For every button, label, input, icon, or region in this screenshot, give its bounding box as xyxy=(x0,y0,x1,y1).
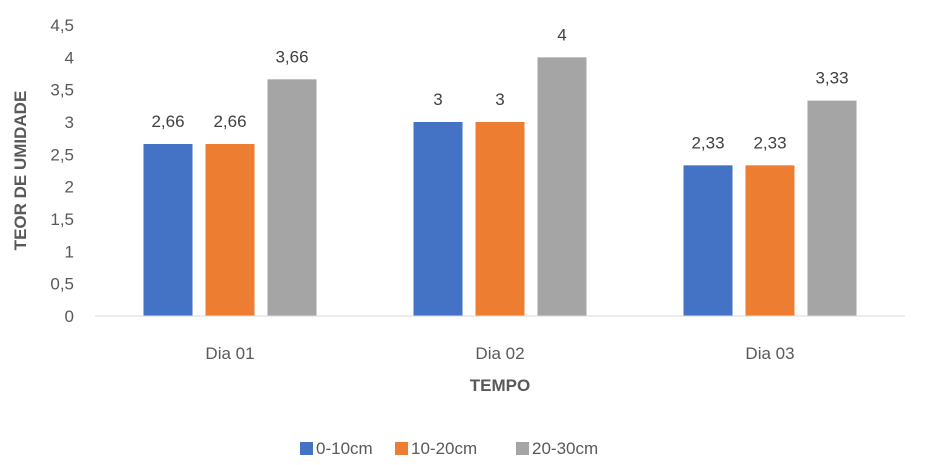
data-label: 3 xyxy=(433,90,442,109)
bar-20-30cm-dia-03 xyxy=(807,100,857,316)
bar-10-20cm-dia-02 xyxy=(475,122,525,316)
x-tick-label: Dia 01 xyxy=(205,344,254,363)
bar-10-20cm-dia-01 xyxy=(205,143,255,316)
y-tick-label: 0,5 xyxy=(50,275,74,294)
data-label: 3,33 xyxy=(815,69,848,88)
y-tick-label: 3,5 xyxy=(50,81,74,100)
y-tick-label: 4 xyxy=(65,48,74,67)
x-axis-title: TEMPO xyxy=(470,376,530,395)
legend-swatch xyxy=(300,442,313,455)
bar-10-20cm-dia-03 xyxy=(745,165,795,316)
legend-label: 0-10cm xyxy=(316,439,373,458)
bar-20-30cm-dia-01 xyxy=(267,79,317,316)
legend: 0-10cm 10-20cm 20-30cm xyxy=(300,439,598,458)
legend-label: 10-20cm xyxy=(411,439,477,458)
bars xyxy=(143,57,857,316)
data-label: 2,66 xyxy=(213,112,246,131)
x-tick-label: Dia 03 xyxy=(745,344,794,363)
bar-0-10cm-dia-01 xyxy=(143,143,193,316)
y-axis-title: TEOR DE UMIDADE xyxy=(11,91,30,251)
legend-label: 20-30cm xyxy=(532,439,598,458)
data-label: 4 xyxy=(557,25,566,44)
y-tick-label: 4,5 xyxy=(50,16,74,35)
data-labels: 2,66 2,66 3,66 3 3 4 2,33 2,33 3,33 xyxy=(151,25,848,152)
legend-swatch xyxy=(395,442,408,455)
y-tick-label: 0 xyxy=(65,307,74,326)
x-tick-label: Dia 02 xyxy=(475,344,524,363)
data-label: 2,33 xyxy=(753,133,786,152)
y-tick-label: 3 xyxy=(65,113,74,132)
bar-0-10cm-dia-02 xyxy=(413,122,463,316)
y-axis-ticks: 0 0,5 1 1,5 2 2,5 3 3,5 4 4,5 xyxy=(50,16,74,326)
bar-0-10cm-dia-03 xyxy=(683,165,733,316)
legend-swatch xyxy=(516,442,529,455)
data-label: 2,33 xyxy=(691,133,724,152)
x-axis-ticks: Dia 01 Dia 02 Dia 03 xyxy=(205,344,794,363)
data-label: 3,66 xyxy=(275,47,308,66)
data-label: 2,66 xyxy=(151,112,184,131)
data-label: 3 xyxy=(495,90,504,109)
y-tick-label: 2,5 xyxy=(50,145,74,164)
y-tick-label: 1,5 xyxy=(50,210,74,229)
y-tick-label: 2 xyxy=(65,178,74,197)
y-tick-label: 1 xyxy=(65,242,74,261)
bar-20-30cm-dia-02 xyxy=(537,57,587,316)
